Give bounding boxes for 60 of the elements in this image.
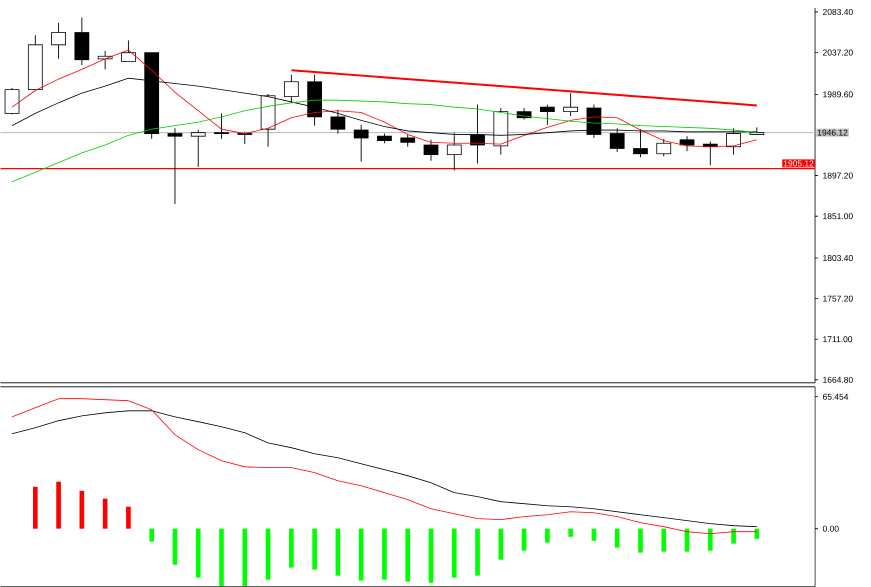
candlestick (377, 133, 392, 144)
candlestick (680, 136, 694, 152)
y-tick-label: 0.00 (822, 526, 839, 532)
candlestick (168, 128, 182, 204)
bar (638, 528, 643, 553)
y-tick-label: 1851.00 (823, 213, 853, 220)
bar (684, 528, 690, 552)
bar (708, 528, 713, 551)
bar (336, 528, 340, 576)
candlestick (656, 138, 672, 157)
bar (731, 528, 736, 544)
y-tick-label: 2037.20 (822, 49, 853, 56)
bar (32, 486, 38, 529)
bar (522, 528, 526, 551)
bar (196, 528, 201, 578)
y-tick-label: 1711.00 (823, 336, 852, 342)
bar (266, 528, 270, 580)
bar (80, 490, 84, 529)
y-tick-label: 1664.80 (823, 376, 853, 383)
y-tick-label: 1989.60 (823, 91, 853, 98)
bar (358, 528, 364, 581)
candlestick (400, 134, 416, 148)
bar (592, 528, 596, 541)
candlestick (190, 130, 206, 168)
bar (289, 528, 294, 568)
bar (754, 528, 760, 539)
bar (498, 528, 504, 560)
bar (545, 528, 550, 543)
y-tick-label: 1897.20 (823, 172, 853, 179)
bar (568, 528, 573, 537)
bar (242, 528, 248, 586)
bar (405, 528, 410, 582)
ref-line-label: 1946.12 (818, 130, 848, 136)
y-tick-label: 1803.40 (823, 254, 853, 261)
candlestick (51, 22, 66, 60)
y-tick-label: 1757.20 (823, 296, 853, 302)
candlestick (354, 124, 369, 162)
bar (661, 528, 666, 552)
candlestick (121, 40, 136, 62)
candlestick (214, 112, 229, 140)
line-series (12, 50, 758, 148)
y-tick-label: 65.454 (822, 394, 848, 400)
bar (475, 528, 480, 576)
bar (452, 528, 457, 578)
candlestick (237, 131, 252, 144)
bar (614, 528, 620, 548)
y-tick-label: 2083.40 (822, 8, 853, 15)
candlestick (424, 139, 438, 162)
bar (428, 528, 434, 583)
bar (56, 482, 61, 529)
bar (149, 528, 154, 542)
bar (219, 528, 224, 586)
ref-line-label: 1905.12 (784, 160, 814, 166)
candlestick (563, 92, 578, 116)
bar (172, 528, 178, 565)
bar (312, 528, 317, 570)
bar (382, 528, 387, 580)
bar (126, 506, 131, 529)
candlestick (540, 104, 555, 126)
bar (102, 498, 108, 529)
